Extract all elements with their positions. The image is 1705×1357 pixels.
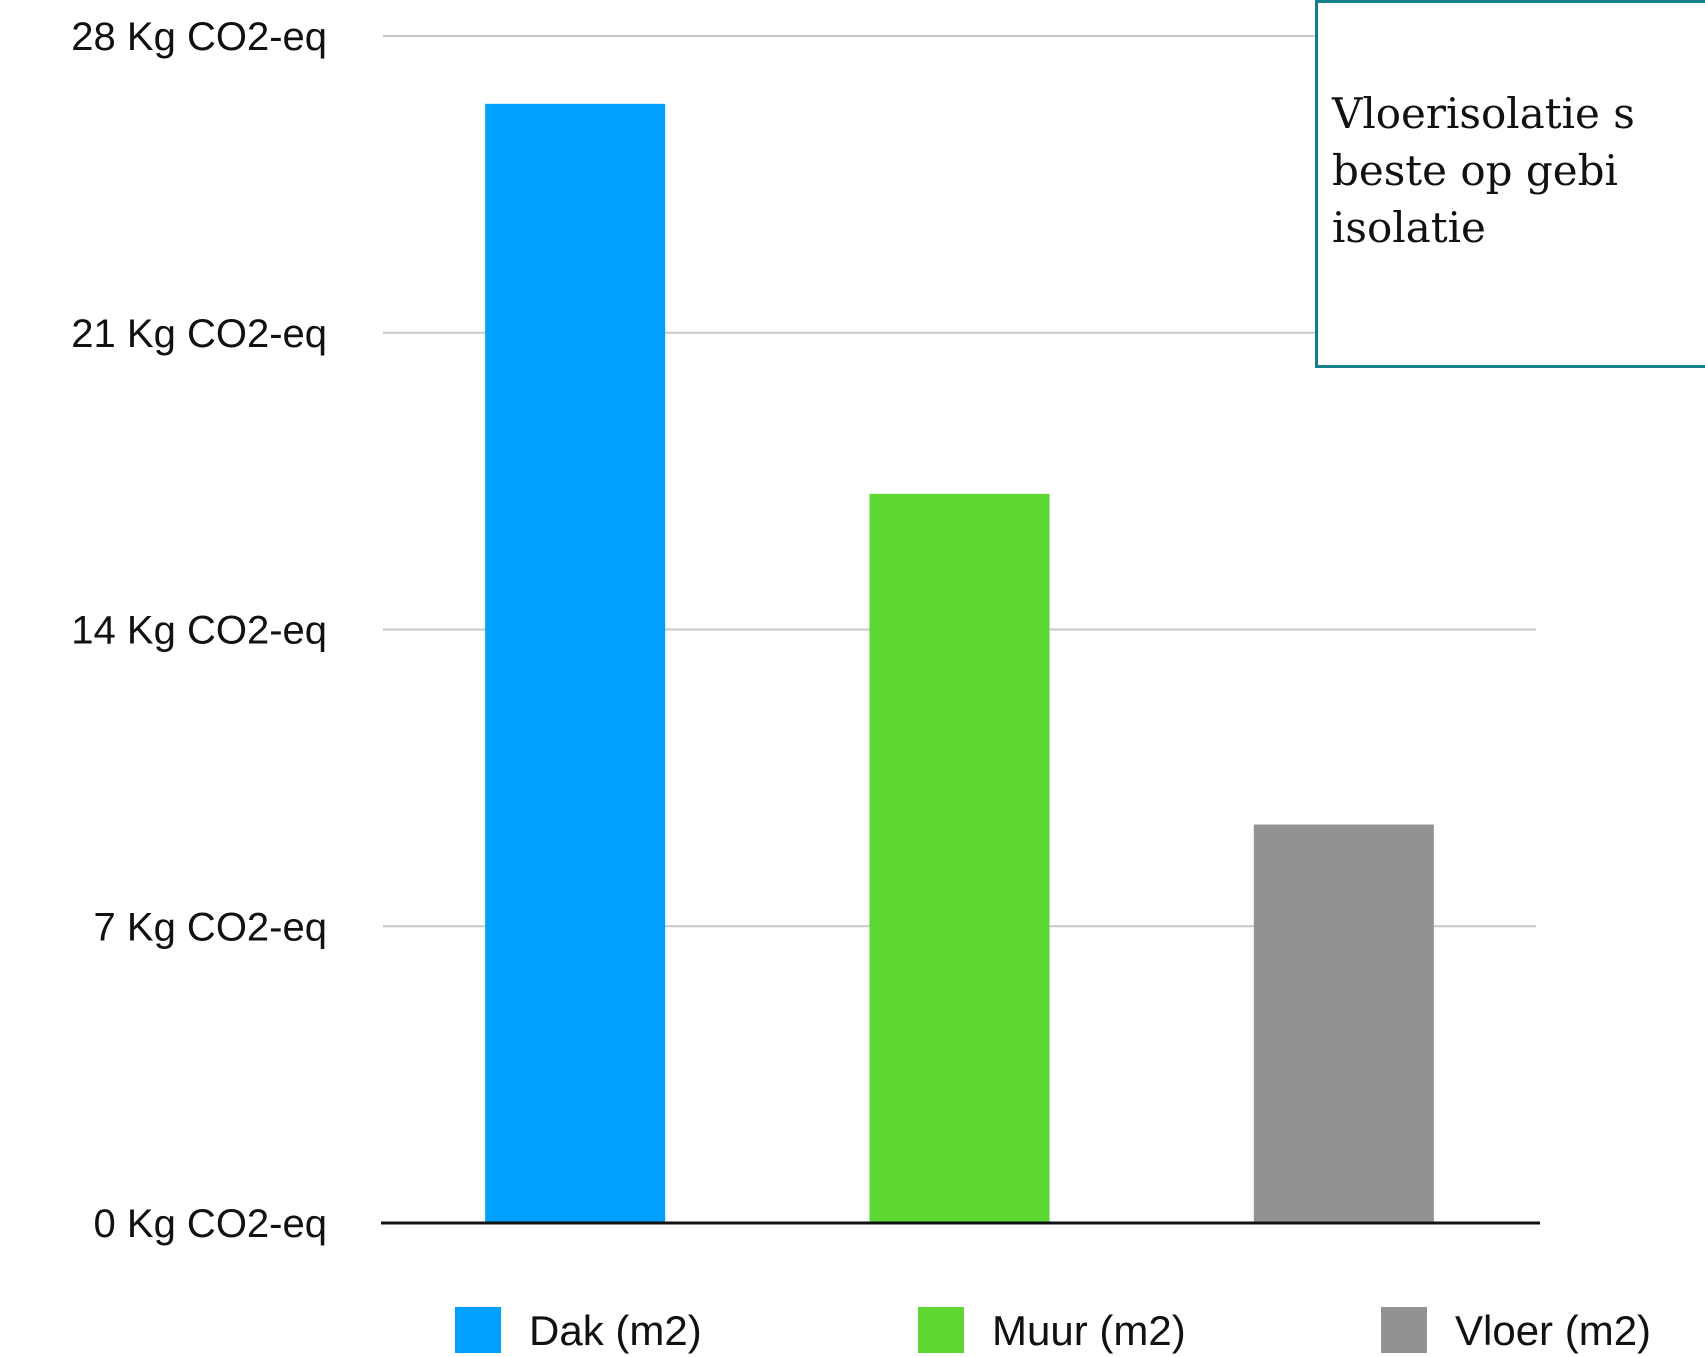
y-tick-label: 28 Kg CO2-eq [71, 15, 327, 59]
y-axis-tick-labels: 0 Kg CO2-eq 7 Kg CO2-eq 14 Kg CO2-eq 21 Kg … [71, 15, 327, 1246]
legend-swatch [918, 1307, 964, 1353]
y-tick-label: 21 Kg CO2-eq [71, 312, 327, 356]
y-tick-label: 14 Kg CO2-eq [71, 609, 327, 653]
legend-label: Vloer (m2) [1455, 1307, 1651, 1354]
legend-swatch [455, 1307, 501, 1353]
annotation-text: Vloerisolatie s beste op gebi isolatie [1332, 89, 1635, 252]
annotation-box: Vloerisolatie s beste op gebi isolatie [1315, 0, 1705, 368]
bar-2 [869, 493, 1050, 1223]
legend-label: Dak (m2) [529, 1307, 702, 1354]
bars [485, 103, 1434, 1223]
legend: Dak (m2) Muur (m2) Vloer (m2) [455, 1307, 1651, 1354]
legend-swatch [1381, 1307, 1427, 1353]
bar-1 [485, 103, 666, 1223]
y-tick-label: 7 Kg CO2-eq [94, 905, 327, 949]
legend-label: Muur (m2) [992, 1307, 1186, 1354]
bar-3 [1253, 824, 1434, 1223]
y-tick-label: 0 Kg CO2-eq [94, 1202, 327, 1246]
